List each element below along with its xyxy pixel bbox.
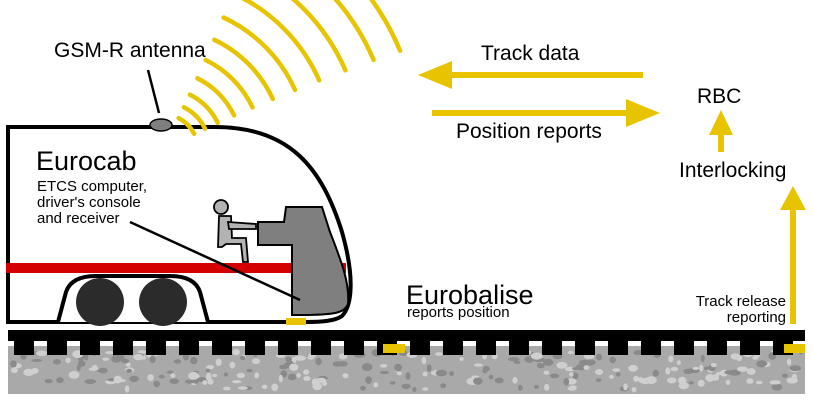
sleeper <box>542 340 562 355</box>
arrows <box>418 61 806 324</box>
eurobalise-marker <box>383 344 405 353</box>
antenna-leader <box>146 69 161 114</box>
radio-wave-arc <box>221 15 298 93</box>
radio-wave-arc <box>176 115 197 136</box>
track-release-label: Track release reporting <box>695 293 786 327</box>
sleeper <box>476 340 496 355</box>
eurobalise-label: Eurobalise <box>406 280 534 310</box>
red-stripe <box>6 263 346 273</box>
sleeper <box>344 340 364 355</box>
radio-wave-arc <box>187 92 220 126</box>
train <box>6 69 353 326</box>
sleeper <box>245 340 265 355</box>
rail <box>8 330 805 341</box>
sleeper <box>14 340 34 355</box>
track-release-marker <box>784 344 805 353</box>
sleeper <box>641 340 661 355</box>
sleeper <box>443 340 463 355</box>
sleeper <box>212 340 232 355</box>
track-data-arrow <box>448 72 643 78</box>
wheel <box>76 278 124 326</box>
sleeper <box>674 340 694 355</box>
sleeper <box>278 340 298 355</box>
gsmr-antenna-dome <box>149 118 173 132</box>
radio-wave-arc <box>290 0 348 73</box>
sleeper <box>575 340 595 355</box>
track-data-label: Track data <box>481 42 580 65</box>
eurobalise-description: reports position <box>407 304 510 321</box>
radio-wave-arc <box>241 0 322 83</box>
sleeper <box>311 340 331 355</box>
wheel <box>139 278 187 326</box>
gsmr-antenna-label: GSM-R antenna <box>54 39 206 62</box>
sleeper <box>80 340 100 355</box>
sleeper <box>707 340 727 355</box>
track-release-arrow <box>790 208 796 324</box>
interlocking-rbc-arrow <box>718 132 724 152</box>
radio-waves-icon <box>176 0 403 136</box>
sleeper <box>113 340 133 355</box>
train-body <box>6 125 353 324</box>
sleeper <box>608 340 628 355</box>
sleeper <box>146 340 166 355</box>
radio-wave-arc <box>203 57 255 110</box>
sleeper <box>410 340 430 355</box>
interlocking-label: Interlocking <box>679 159 787 182</box>
sleeper <box>47 340 67 355</box>
position-reports-label: Position reports <box>456 120 602 143</box>
sleeper <box>740 340 760 355</box>
sleeper <box>179 340 199 355</box>
radio-wave-arc <box>181 105 208 131</box>
eurocab-label: Eurocab <box>36 146 137 176</box>
radio-wave-arc <box>195 76 237 118</box>
sleeper <box>509 340 529 355</box>
eurocab-description: ETCS computer, driver's console and rece… <box>37 178 148 228</box>
drivers-console <box>257 206 350 316</box>
radio-wave-arc <box>333 0 376 63</box>
eurocab-receiver <box>286 318 306 325</box>
radio-wave-arc <box>368 0 403 53</box>
position-reports-arrow <box>432 110 628 116</box>
rbc-label: RBC <box>697 85 742 108</box>
ballast <box>8 346 805 394</box>
radio-wave-arc <box>212 37 276 102</box>
sleepers <box>14 340 793 355</box>
driver-figure-icon <box>213 199 257 263</box>
eurocab-leader <box>129 220 301 302</box>
